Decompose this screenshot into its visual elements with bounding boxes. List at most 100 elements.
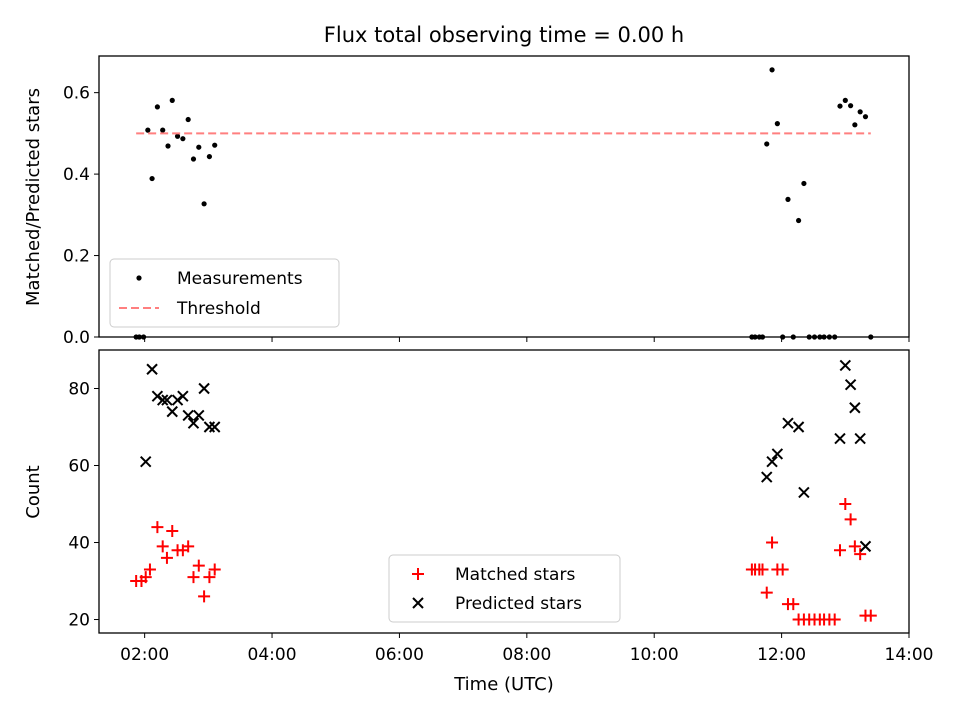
matched-stars-point xyxy=(776,563,789,576)
measurement-point xyxy=(852,122,858,128)
measurement-point xyxy=(169,97,175,103)
legend-box xyxy=(388,554,621,623)
measurement-point xyxy=(785,196,791,202)
matched-stars-point xyxy=(166,524,179,537)
measurement-point xyxy=(180,136,186,142)
predicted-stars-point xyxy=(859,540,872,553)
predicted-stars-point xyxy=(177,390,189,402)
legend-marker-matched xyxy=(412,568,424,580)
bottom-plot-area xyxy=(130,359,877,626)
matched-stars-point xyxy=(139,571,152,584)
measurement-point xyxy=(190,156,197,162)
measurement-point xyxy=(149,175,155,182)
predicted-stars-point xyxy=(187,417,200,429)
measurement-point xyxy=(848,103,854,109)
matched-stars-point xyxy=(839,498,852,511)
predicted-stars-point xyxy=(761,471,773,483)
legend-label-predicted: Predicted stars xyxy=(455,594,582,614)
x-tick-label: 08:00 xyxy=(502,645,551,665)
measurement-point xyxy=(206,153,213,160)
predicted-stars-point xyxy=(798,486,810,499)
predicted-stars-point xyxy=(203,421,216,433)
legend-label-matched: Matched stars xyxy=(455,565,575,585)
top-axes: 0.0 0.2 0.4 0.6 xyxy=(63,84,910,348)
predicted-stars-point xyxy=(171,394,184,406)
x-tick-label: 14:00 xyxy=(885,645,934,665)
matched-stars-point xyxy=(160,551,173,564)
predicted-stars-point xyxy=(209,421,221,433)
matched-stars-point xyxy=(198,590,211,603)
measurement-point xyxy=(769,67,775,73)
predicted-stars-point xyxy=(151,390,164,402)
predicted-stars-point xyxy=(854,432,866,445)
predicted-stars-point xyxy=(849,402,861,414)
predicted-stars-point xyxy=(156,394,169,406)
matched-stars-point xyxy=(854,548,867,561)
matched-stars-point xyxy=(848,540,861,553)
matched-stars-point xyxy=(864,609,877,622)
matched-stars-point xyxy=(187,571,200,584)
chart-title: Flux total observing time = 0.00 h xyxy=(324,23,684,47)
legend-label-threshold: Threshold xyxy=(176,299,261,319)
bottom-axes-frame xyxy=(98,349,910,634)
predicted-stars-point xyxy=(146,363,158,375)
matched-stars-point xyxy=(828,613,841,626)
measurement-point xyxy=(857,109,863,115)
measurement-point xyxy=(774,121,780,127)
top-axes-frame xyxy=(98,55,910,338)
legend-label-measurements: Measurements xyxy=(177,269,303,289)
matched-stars-point xyxy=(833,544,846,557)
matched-stars-point xyxy=(203,571,216,584)
predicted-stars-point xyxy=(839,359,852,372)
top-panel-ratio: 0.0 0.2 0.4 0.6 Matched/Predicted stars Mea… xyxy=(23,55,910,348)
measurement-point xyxy=(212,142,218,148)
predicted-stars-point xyxy=(766,455,778,468)
predicted-stars-point xyxy=(792,421,805,433)
measurement-point xyxy=(185,116,191,123)
matched-stars-point xyxy=(760,586,773,599)
matched-stars-point xyxy=(756,563,769,576)
matched-stars-point xyxy=(143,563,156,576)
bottom-axes: 02:00 04:00 06:00 08:00 10:00 12:00 14:00 20 40 6… xyxy=(68,380,933,665)
legend-marker-predicted xyxy=(412,597,424,609)
legend-marker-measurements xyxy=(136,275,142,281)
bottom-y-axis-label: Count xyxy=(23,465,44,518)
predicted-stars-point xyxy=(140,455,152,468)
bottom-y-tick-label: 20 xyxy=(68,611,90,631)
bottom-y-tick-label: 80 xyxy=(68,380,90,400)
bottom-legend: Matched stars Predicted stars xyxy=(388,554,621,623)
matched-stars-point xyxy=(787,598,800,611)
top-y-tick-label: 0.2 xyxy=(63,247,90,267)
predicted-stars-point xyxy=(198,382,210,395)
x-tick-label: 12:00 xyxy=(757,645,806,665)
top-y-axis-label: Matched/Predicted stars xyxy=(23,88,44,306)
predicted-stars-point xyxy=(782,417,794,429)
predicted-stars-point xyxy=(771,448,784,460)
measurement-point xyxy=(801,180,807,187)
matched-stars-point xyxy=(208,563,221,576)
predicted-stars-point xyxy=(166,405,178,418)
predicted-stars-point xyxy=(193,409,205,422)
measurement-point xyxy=(160,127,166,133)
bottom-y-tick-label: 60 xyxy=(68,457,90,477)
measurement-point xyxy=(154,104,160,110)
predicted-stars-point xyxy=(834,432,846,445)
measurement-point xyxy=(837,103,843,109)
measurement-point xyxy=(201,201,207,207)
matched-stars-point xyxy=(766,536,779,549)
matched-stars-point xyxy=(844,513,857,526)
bottom-panel-counts: 02:00 04:00 06:00 08:00 10:00 12:00 14:00 20 40 6… xyxy=(23,349,934,665)
top-legend: Measurements Threshold xyxy=(109,258,340,328)
predicted-stars-point xyxy=(161,394,173,406)
bottom-y-tick-label: 40 xyxy=(68,534,90,554)
matched-stars-point xyxy=(151,521,164,534)
top-plot-area xyxy=(133,67,874,340)
top-y-tick-label: 0.6 xyxy=(63,84,90,104)
measurement-point xyxy=(842,97,848,103)
measurement-point xyxy=(196,144,202,150)
x-tick-label: 02:00 xyxy=(120,645,169,665)
measurement-point xyxy=(145,127,151,133)
matched-stars-point xyxy=(156,540,169,553)
measurement-point xyxy=(165,143,171,149)
